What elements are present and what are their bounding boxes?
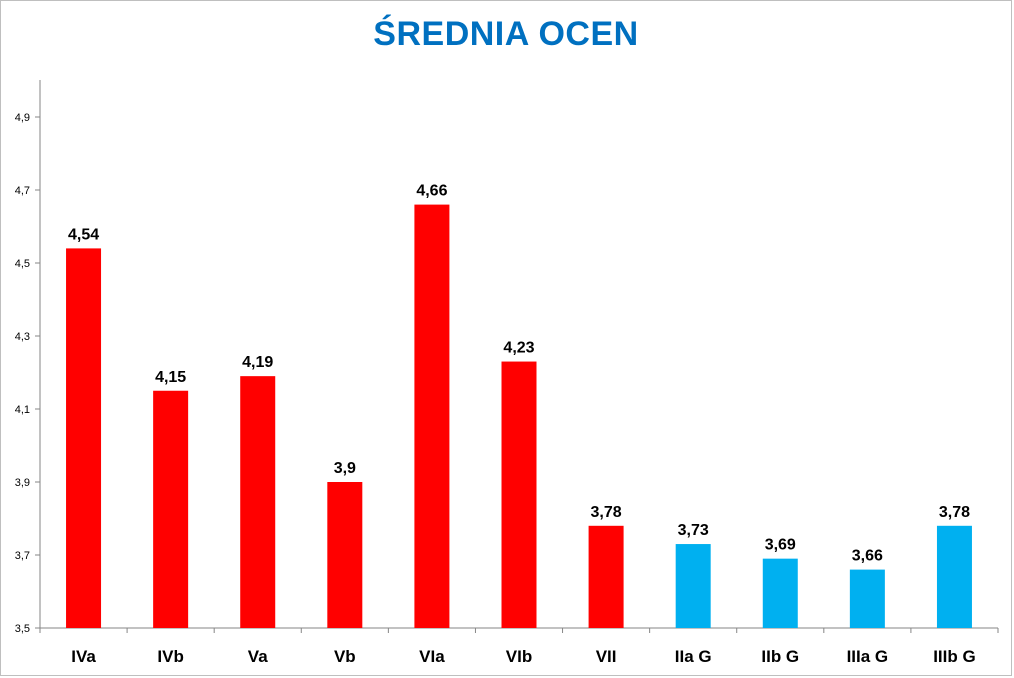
bar-iiia-g	[849, 569, 885, 628]
data-label: 4,23	[503, 340, 534, 357]
x-tick-label: IIIb G	[933, 647, 976, 666]
chart-bars	[66, 204, 972, 628]
data-label: 3,69	[765, 537, 796, 554]
y-tick-label: 3,5	[15, 623, 30, 635]
data-label: 3,78	[591, 504, 622, 521]
data-label: 3,9	[334, 460, 356, 477]
data-label: 4,15	[155, 369, 186, 386]
y-tick-label: 4,7	[15, 185, 30, 197]
y-tick-label: 4,3	[15, 331, 30, 343]
data-label: 4,66	[416, 183, 447, 200]
bar-via	[414, 204, 450, 628]
x-tick-label: IVa	[71, 647, 96, 666]
y-tick-label: 4,9	[15, 112, 30, 124]
x-tick-label: VIa	[419, 647, 445, 666]
bar-vii	[588, 525, 624, 628]
bar-vb	[327, 482, 363, 628]
chart-title: ŚREDNIA OCEN	[373, 15, 639, 53]
bar-vib	[501, 361, 537, 628]
bar-iia-g	[675, 544, 711, 628]
x-tick-label: VII	[596, 647, 617, 666]
x-tick-label: IVb	[157, 647, 183, 666]
data-label: 3,78	[939, 504, 970, 521]
x-tick-label: Vb	[334, 647, 356, 666]
x-tick-label: Va	[248, 647, 268, 666]
x-tick-label: IIa G	[675, 647, 712, 666]
bar-ivb	[153, 390, 189, 628]
bar-va	[240, 376, 276, 628]
bar-iva	[66, 248, 102, 628]
x-tick-label: IIIa G	[847, 647, 889, 666]
data-label: 4,19	[242, 354, 273, 371]
data-label: 3,73	[678, 522, 709, 539]
data-label: 3,66	[852, 548, 883, 565]
bar-iib-g	[762, 558, 798, 628]
x-tick-label: IIb G	[761, 647, 799, 666]
bar-iiib-g	[936, 525, 972, 628]
data-label: 4,54	[68, 226, 99, 243]
y-tick-label: 3,7	[15, 550, 30, 562]
chart-labels: 4,54 IVa 4,15 IVb 4,19 Va 3,9 Vb 4,66 VIa 4,23 VIb 3…	[68, 183, 976, 666]
y-tick-label: 3,9	[15, 477, 30, 489]
x-tick-label: VIb	[506, 647, 532, 666]
y-tick-label: 4,1	[15, 404, 30, 416]
y-tick-label: 4,5	[15, 258, 30, 270]
